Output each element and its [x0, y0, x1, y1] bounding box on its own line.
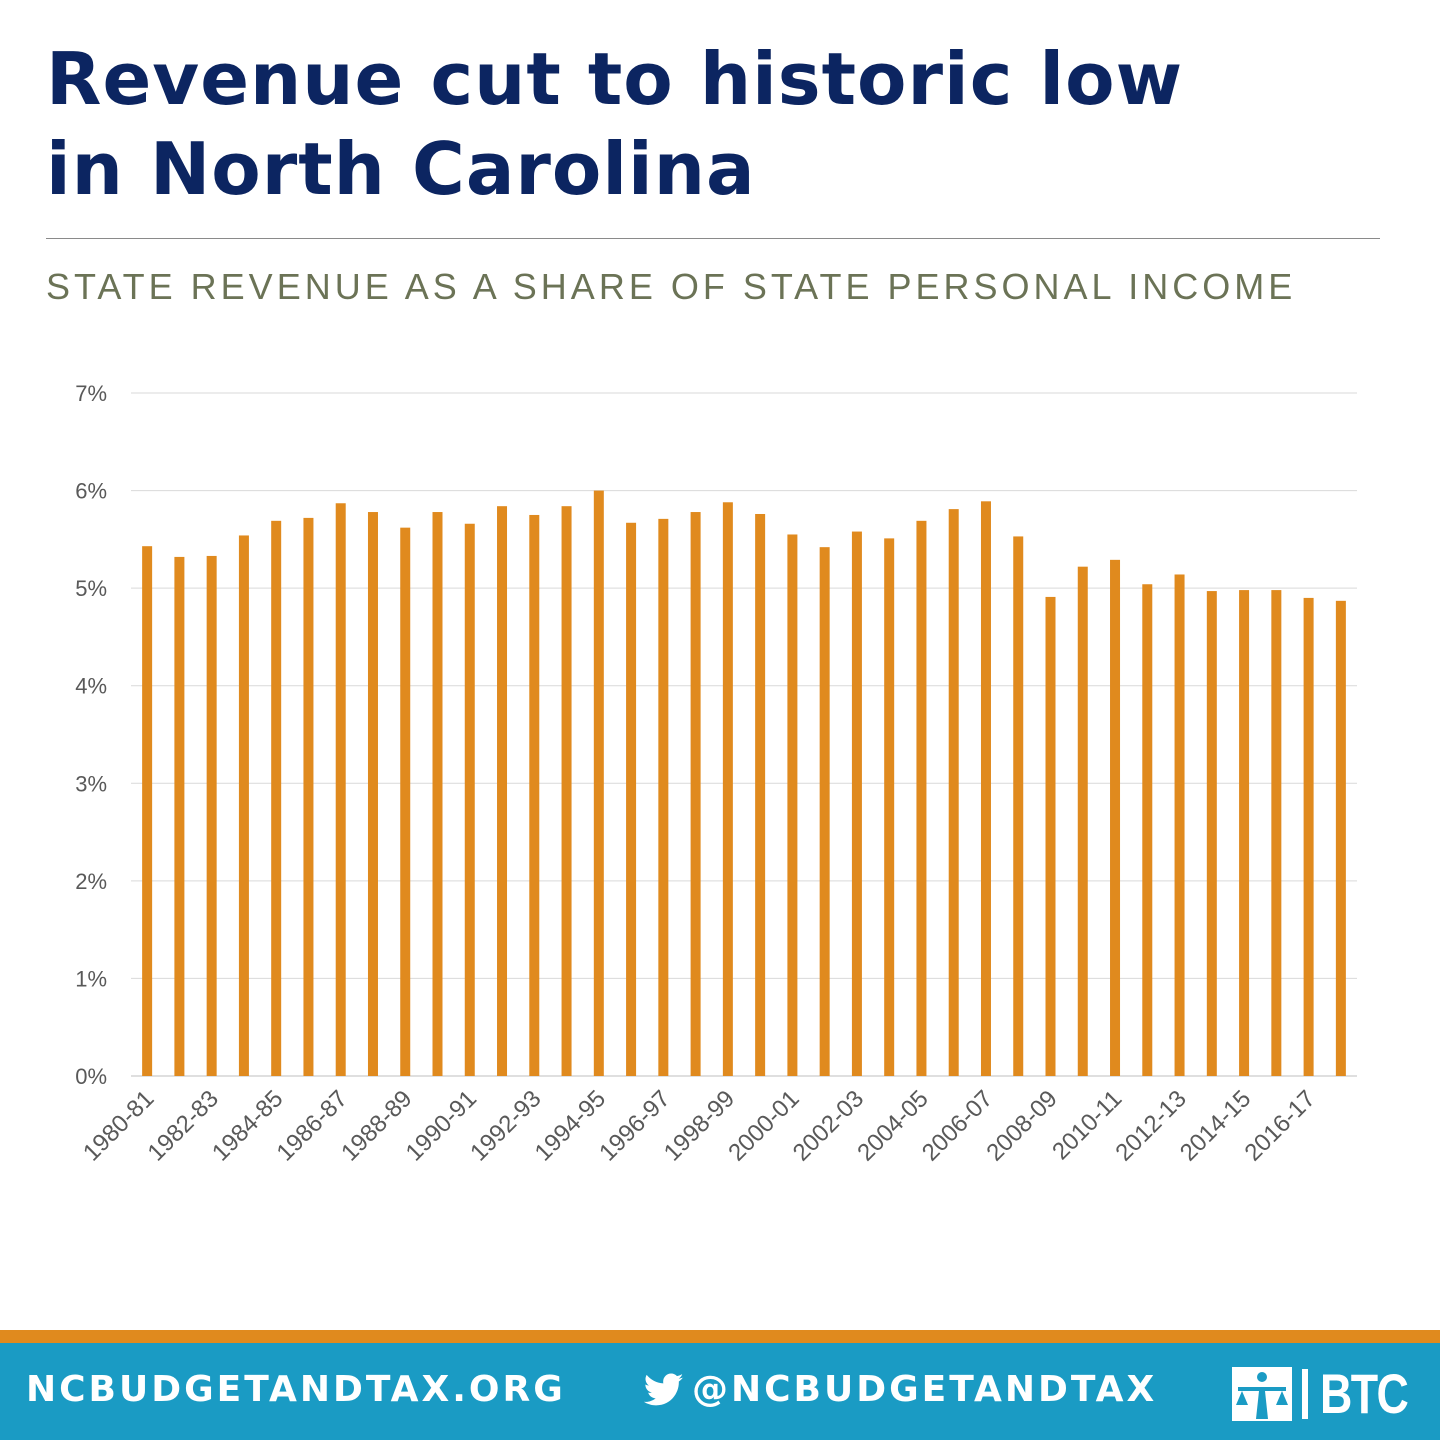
x-tick-label: 2002-03 [788, 1085, 869, 1166]
bar-2015-16 [1271, 590, 1282, 1076]
y-tick-label: 6% [75, 479, 107, 504]
bar-2000-01 [787, 534, 798, 1076]
bar-2002-03 [851, 531, 862, 1076]
bar-1989-90 [432, 512, 443, 1076]
x-tick-label: 1990-91 [401, 1085, 482, 1166]
bar-1999-00 [755, 513, 766, 1076]
x-tick-label: 1994-95 [530, 1085, 611, 1166]
x-tick-label: 2004-05 [852, 1085, 933, 1166]
bar-2013-14 [1206, 591, 1217, 1076]
bar-1982-83 [206, 555, 217, 1076]
bar-2012-13 [1174, 574, 1185, 1076]
x-tick-label: 2014-15 [1175, 1085, 1256, 1166]
bar-1980-81 [142, 546, 153, 1076]
footer-stripe [0, 1330, 1440, 1343]
bar-2003-04 [884, 538, 895, 1076]
bar-1986-87 [335, 503, 346, 1076]
bar-2001-02 [819, 547, 830, 1076]
bar-2011-12 [1142, 584, 1153, 1076]
footer-bar: NCBUDGETANDTAX.ORG @NCBUDGETANDTAX BTC [0, 1343, 1440, 1440]
justice-figure-icon [1232, 1366, 1292, 1421]
x-tick-label: 1984-85 [207, 1085, 288, 1166]
bar-2007-08 [1013, 536, 1024, 1076]
bar-1987-88 [367, 512, 378, 1076]
bar-1998-99 [722, 502, 733, 1076]
x-tick-label: 1998-99 [659, 1085, 740, 1166]
gridlines [131, 392, 1357, 1077]
y-tick-label: 0% [75, 1064, 107, 1089]
twitter-bird-icon [644, 1373, 684, 1405]
x-tick-label: 1982-83 [143, 1085, 224, 1166]
x-tick-label: 1992-93 [465, 1085, 546, 1166]
bar-2008-09 [1045, 596, 1056, 1076]
y-axis-ticks: 0% 1% 2% 3% 4% 5% 6% 7% [75, 381, 107, 1089]
x-tick-label: 2012-13 [1110, 1085, 1191, 1166]
twitter-handle: @NCBUDGETANDTAX [692, 1369, 1158, 1410]
y-tick-label: 5% [75, 576, 107, 601]
x-tick-label: 1980-81 [78, 1085, 159, 1166]
bar-2006-07 [980, 501, 991, 1076]
logo-text: BTC [1320, 1362, 1409, 1425]
y-tick-label: 7% [75, 381, 107, 406]
bar-1984-85 [271, 520, 282, 1076]
bar-1985-86 [303, 517, 314, 1076]
y-tick-label: 3% [75, 771, 107, 796]
bar-1993-94 [561, 506, 572, 1076]
y-tick-label: 4% [75, 674, 107, 699]
bar-1997-98 [690, 512, 701, 1076]
x-tick-label: 1986-87 [272, 1085, 353, 1166]
chart-subtitle: STATE REVENUE AS A SHARE OF STATE PERSON… [46, 266, 1297, 307]
bar-2004-05 [916, 520, 927, 1076]
bar-2017-18 [1335, 600, 1346, 1076]
y-tick-label: 2% [75, 869, 107, 894]
x-axis-ticks: 1980-811982-831984-851986-871988-891990-… [78, 1085, 1321, 1166]
bar-1991-92 [497, 506, 508, 1076]
bar-2005-06 [948, 509, 959, 1076]
title-divider [46, 238, 1380, 239]
bar-2010-11 [1110, 559, 1121, 1076]
bar-1995-96 [626, 522, 637, 1076]
bar-1990-91 [464, 523, 475, 1076]
title-line-1: Revenue cut to historic low [46, 37, 1184, 121]
x-tick-label: 2008-09 [981, 1085, 1062, 1166]
bar-1994-95 [593, 490, 604, 1077]
bar-2009-10 [1077, 566, 1088, 1076]
x-tick-label: 1988-89 [336, 1085, 417, 1166]
logo-separator [1302, 1368, 1308, 1419]
website-link[interactable]: NCBUDGETANDTAX.ORG [26, 1369, 566, 1410]
twitter-link[interactable]: @NCBUDGETANDTAX [644, 1369, 1157, 1410]
bar-2016-17 [1303, 597, 1314, 1076]
y-tick-label: 1% [75, 966, 107, 991]
page-title: Revenue cut to historic low in North Car… [46, 34, 1386, 214]
bars [142, 490, 1346, 1077]
bar-1981-82 [174, 556, 185, 1076]
bar-1996-97 [658, 518, 669, 1076]
bar-1988-89 [400, 527, 411, 1076]
bar-2014-15 [1239, 590, 1250, 1076]
bar-chart: 0%1%2%3%4%5%6%7% 1980-811982-831984-8519… [75, 381, 1357, 1167]
x-tick-label: 2000-01 [723, 1085, 804, 1166]
bar-1983-84 [238, 535, 249, 1076]
x-tick-label: 2006-07 [917, 1085, 998, 1166]
bar-1992-93 [529, 514, 540, 1076]
btc-logo: BTC [1232, 1361, 1429, 1426]
x-tick-label: 1996-97 [594, 1085, 675, 1166]
title-line-2: in North Carolina [46, 127, 756, 211]
x-tick-label: 2016-17 [1239, 1085, 1320, 1166]
